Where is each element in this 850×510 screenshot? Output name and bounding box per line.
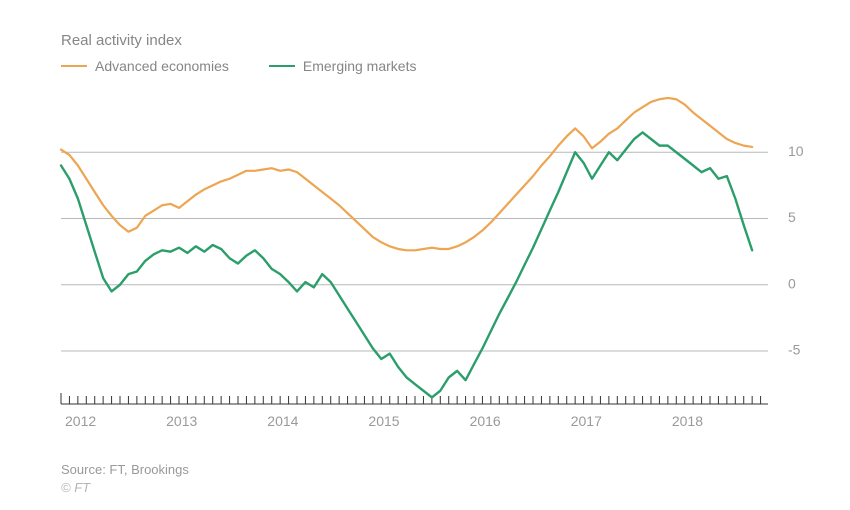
- x-tick-label: 2013: [166, 413, 197, 429]
- x-tick-label: 2017: [571, 413, 602, 429]
- series-group: [61, 98, 752, 397]
- copyright-text: © FT: [61, 480, 90, 495]
- y-tick-label: 0: [788, 275, 796, 291]
- x-axis-labels: 2012 2013 2014 2015 2016 2017 2018: [65, 413, 703, 429]
- chart-container: Real activity index Advanced economies E…: [0, 0, 850, 510]
- source-text: Source: FT, Brookings: [61, 462, 189, 477]
- y-tick-label: 10: [788, 143, 804, 159]
- plot-svg: -5 0 5 10 2012 2013 2014 2015 2016 2017 2018: [0, 0, 850, 510]
- x-tick-label: 2015: [368, 413, 399, 429]
- y-tick-label: -5: [788, 342, 801, 358]
- x-tick-label: 2016: [470, 413, 501, 429]
- y-tick-label: 5: [788, 209, 796, 225]
- series-line: [61, 132, 752, 397]
- x-tick-label: 2014: [267, 413, 298, 429]
- x-tick-label: 2018: [672, 413, 703, 429]
- x-tick-label: 2012: [65, 413, 96, 429]
- x-axis: [61, 393, 768, 404]
- y-axis-labels: -5 0 5 10: [788, 143, 804, 358]
- series-line: [61, 98, 752, 250]
